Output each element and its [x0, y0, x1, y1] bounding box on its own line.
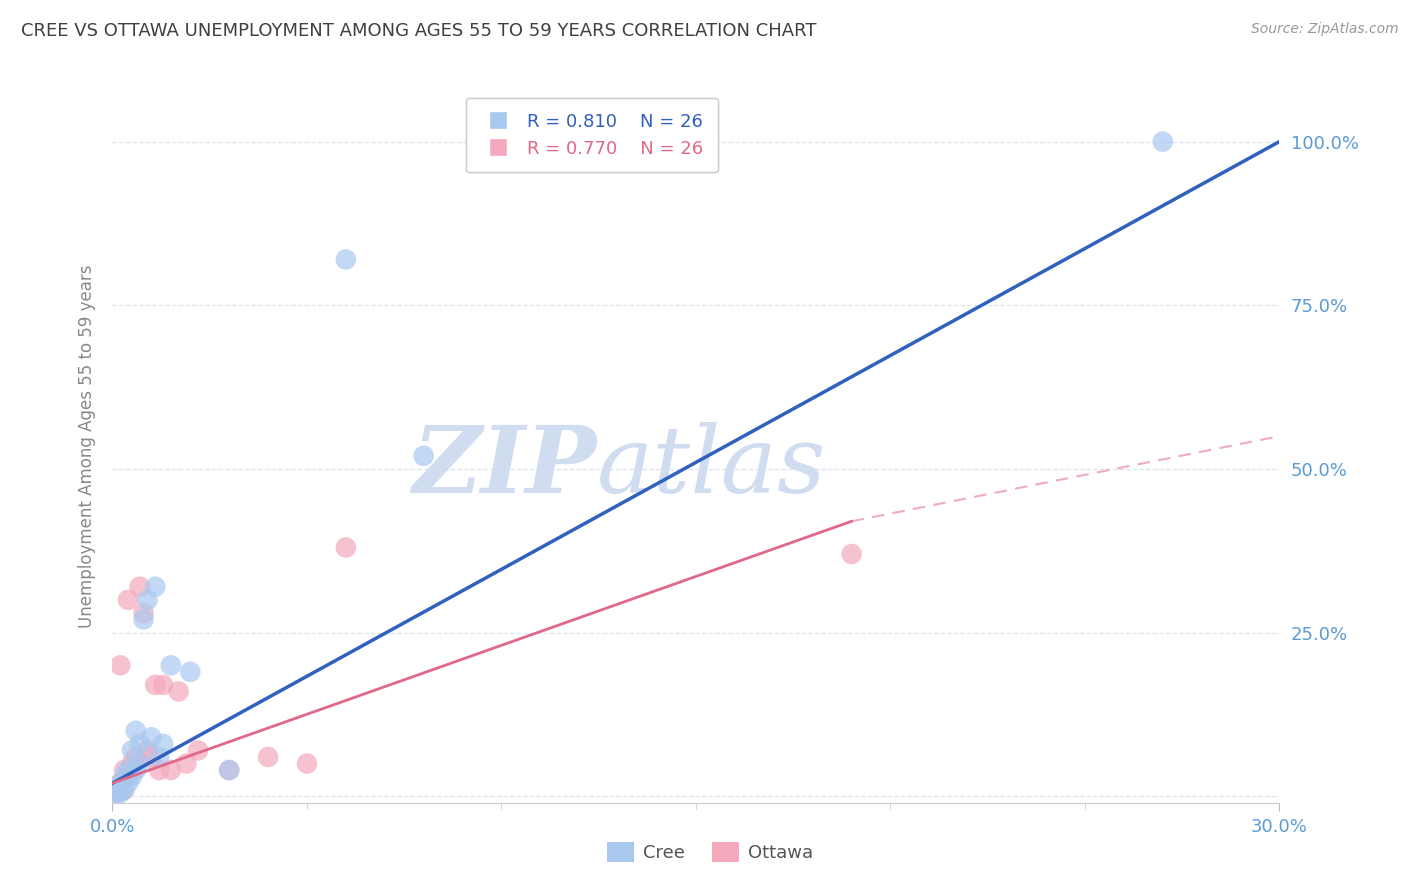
- Point: [105, 786, 128, 800]
- Point: [110, 786, 132, 800]
- Point: [117, 776, 139, 790]
- Point: [257, 750, 280, 764]
- Point: [136, 592, 159, 607]
- Text: ZIP: ZIP: [412, 423, 596, 512]
- Point: [128, 756, 150, 771]
- Point: [125, 750, 148, 764]
- Point: [218, 763, 240, 777]
- Point: [136, 743, 159, 757]
- Point: [295, 756, 318, 771]
- Point: [128, 737, 150, 751]
- Text: atlas: atlas: [596, 423, 827, 512]
- Point: [218, 763, 240, 777]
- Legend: R = 0.810    N = 26, R = 0.770    N = 26: R = 0.810 N = 26, R = 0.770 N = 26: [465, 98, 717, 172]
- Point: [112, 763, 135, 777]
- Point: [117, 763, 139, 777]
- Point: [125, 763, 148, 777]
- Point: [148, 763, 170, 777]
- Point: [121, 770, 143, 784]
- Point: [148, 750, 170, 764]
- Point: [841, 547, 863, 561]
- Point: [110, 776, 132, 790]
- Point: [412, 449, 434, 463]
- Point: [141, 731, 163, 745]
- Point: [121, 756, 143, 771]
- Point: [176, 756, 198, 771]
- Point: [112, 782, 135, 797]
- Point: [128, 580, 150, 594]
- Point: [121, 743, 143, 757]
- Point: [143, 580, 166, 594]
- Point: [110, 776, 132, 790]
- Point: [105, 782, 128, 797]
- Point: [179, 665, 201, 679]
- Text: Source: ZipAtlas.com: Source: ZipAtlas.com: [1251, 22, 1399, 37]
- Point: [112, 770, 135, 784]
- Point: [112, 782, 135, 797]
- Point: [132, 606, 155, 620]
- Point: [105, 786, 128, 800]
- Point: [335, 252, 357, 267]
- Point: [132, 612, 155, 626]
- Point: [1152, 135, 1174, 149]
- Point: [117, 770, 139, 784]
- Point: [335, 541, 357, 555]
- Point: [152, 737, 174, 751]
- Point: [152, 678, 174, 692]
- Text: CREE VS OTTAWA UNEMPLOYMENT AMONG AGES 55 TO 59 YEARS CORRELATION CHART: CREE VS OTTAWA UNEMPLOYMENT AMONG AGES 5…: [21, 22, 817, 40]
- Point: [167, 684, 190, 698]
- Point: [117, 592, 139, 607]
- Point: [105, 782, 128, 797]
- Point: [160, 658, 183, 673]
- Y-axis label: Unemployment Among Ages 55 to 59 years: Unemployment Among Ages 55 to 59 years: [77, 264, 96, 628]
- Point: [187, 743, 209, 757]
- Point: [125, 723, 148, 738]
- Point: [160, 763, 183, 777]
- Point: [143, 678, 166, 692]
- Point: [141, 750, 163, 764]
- Legend: Cree, Ottawa: Cree, Ottawa: [599, 835, 821, 870]
- Point: [110, 658, 132, 673]
